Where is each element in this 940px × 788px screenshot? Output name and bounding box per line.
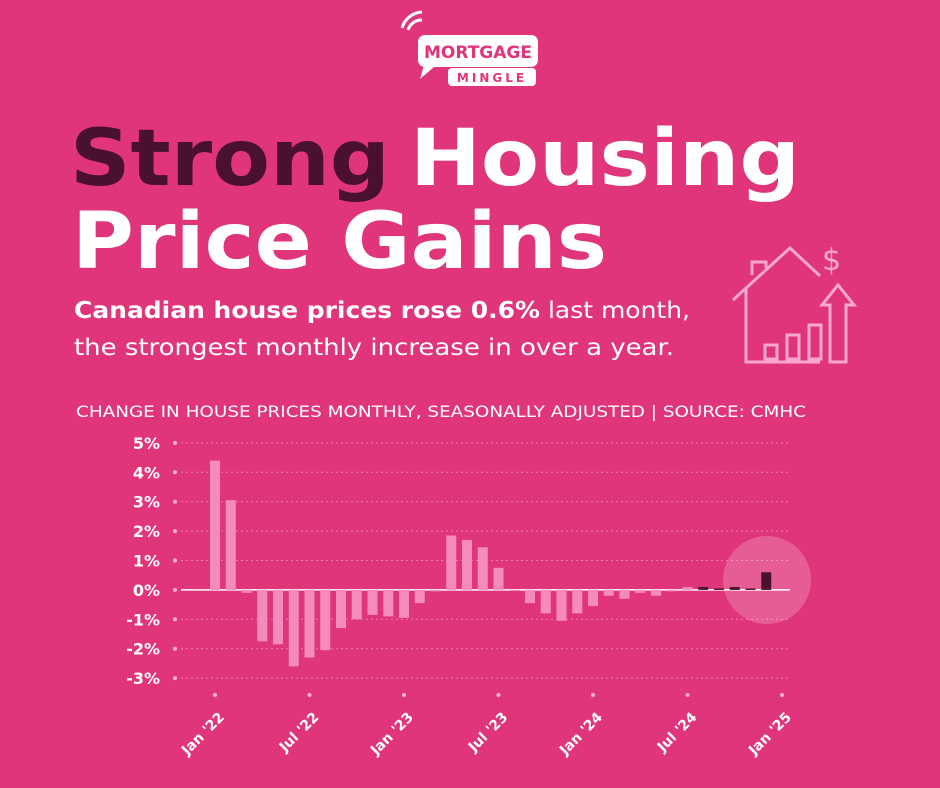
logo: MORTGAGE MINGLE	[400, 10, 538, 86]
subtitle: Canadian house prices rose 0.6% last mon…	[74, 298, 690, 324]
y-tick-label: 4%	[133, 463, 160, 482]
x-tick-mark	[780, 693, 784, 697]
headline-dark: Strong	[70, 114, 390, 204]
logo-text: MINGLE	[457, 71, 527, 85]
bar	[210, 460, 220, 590]
x-tick-mark	[213, 693, 217, 697]
subtitle-bold: Canadian house prices rose 0.6%	[74, 298, 540, 324]
y-tick-label: 1%	[133, 552, 160, 571]
x-tick-mark	[402, 693, 406, 697]
bar	[525, 589, 535, 604]
bar	[588, 589, 598, 607]
y-tick-label: 3%	[133, 493, 160, 512]
bar	[336, 589, 346, 629]
bar	[666, 589, 677, 592]
bar	[367, 589, 378, 615]
bar	[414, 589, 425, 604]
bar	[635, 589, 646, 593]
y-tick-label: 5%	[133, 434, 160, 453]
bar	[273, 589, 283, 645]
y-tick-label: 0%	[133, 581, 160, 600]
bar	[603, 589, 614, 596]
y-tick-mark	[173, 676, 177, 681]
bar	[729, 586, 740, 590]
bar	[619, 589, 630, 599]
y-tick-mark	[173, 440, 177, 445]
y-tick-mark	[173, 499, 177, 504]
bar	[430, 589, 441, 592]
y-tick-label: -2%	[126, 640, 160, 659]
subtitle: the strongest monthly increase in over a…	[74, 335, 674, 361]
bar	[288, 589, 299, 667]
bar	[651, 589, 661, 596]
headline: Strong Housing	[70, 114, 800, 204]
logo-text: MORTGAGE	[424, 43, 532, 63]
y-tick-label: -3%	[126, 669, 160, 688]
chart-title: CHANGE IN HOUSE PRICES MONTHLY, SEASONAL…	[76, 402, 806, 421]
y-tick-mark	[173, 529, 177, 534]
headline-light: Housing	[410, 114, 800, 204]
y-tick-mark	[173, 587, 177, 592]
bar	[241, 589, 252, 593]
bar	[257, 589, 268, 642]
bar	[383, 589, 394, 617]
bar	[745, 588, 756, 590]
y-tick-mark	[173, 646, 177, 651]
bar	[556, 589, 567, 621]
bar	[351, 589, 362, 620]
svg-text:$: $	[822, 243, 841, 278]
headline: Price Gains	[72, 197, 607, 287]
bar	[509, 589, 520, 591]
x-tick-mark	[307, 693, 312, 697]
bar	[698, 586, 709, 590]
bar	[682, 586, 693, 590]
x-tick-mark	[685, 693, 690, 697]
x-tick-mark	[496, 693, 501, 697]
bar	[761, 572, 772, 590]
y-tick-label: 2%	[133, 522, 160, 541]
y-tick-label: -1%	[126, 610, 160, 629]
subtitle-text: last month,	[540, 298, 690, 324]
x-tick-mark	[591, 693, 595, 697]
bar	[304, 589, 315, 658]
y-tick-mark	[173, 558, 177, 563]
bar	[320, 589, 331, 651]
bar	[225, 500, 236, 590]
bar	[462, 539, 472, 590]
bar	[493, 567, 504, 590]
bar	[714, 588, 724, 590]
bar	[446, 535, 457, 590]
y-tick-mark	[173, 617, 177, 622]
bar	[399, 589, 409, 618]
house-icon: $	[731, 243, 858, 364]
bar	[572, 589, 583, 614]
bar	[477, 547, 488, 590]
y-tick-mark	[173, 470, 177, 475]
bar	[540, 589, 551, 614]
